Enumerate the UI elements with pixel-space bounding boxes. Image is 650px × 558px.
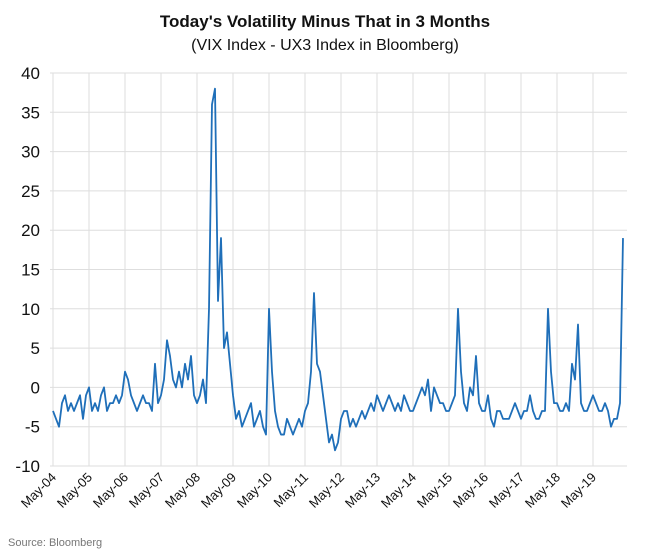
x-tick-label: May-08 (162, 470, 203, 511)
chart-subtitle: (VIX Index - UX3 Index in Bloomberg) (191, 37, 459, 54)
x-tick-label: May-09 (198, 470, 239, 511)
chart-title: Today's Volatility Minus That in 3 Month… (160, 12, 490, 31)
x-tick-label: May-06 (90, 470, 131, 511)
x-tick-label: May-12 (306, 470, 347, 511)
x-tick-label: May-19 (558, 470, 599, 511)
y-tick-label: 30 (21, 143, 40, 162)
x-tick-label: May-17 (486, 470, 527, 511)
x-tick-label: May-14 (378, 470, 419, 511)
y-tick-label: -10 (15, 457, 40, 476)
y-tick-label: 0 (31, 378, 40, 397)
x-tick-label: May-16 (450, 470, 491, 511)
x-tick-label: May-15 (414, 470, 455, 511)
y-tick-label: 5 (31, 339, 40, 358)
x-tick-label: May-13 (342, 470, 383, 511)
x-tick-label: May-07 (126, 470, 167, 511)
y-tick-label: 40 (21, 64, 40, 83)
x-tick-label: May-11 (271, 470, 312, 511)
y-tick-label: -5 (25, 418, 40, 437)
x-tick-label: May-05 (54, 470, 95, 511)
y-tick-label: 10 (21, 300, 40, 319)
x-tick-label: May-18 (522, 470, 563, 511)
x-tick-label: May-10 (234, 470, 275, 511)
source: Source: Bloomberg (8, 537, 102, 549)
y-tick-label: 25 (21, 182, 40, 201)
data-line (52, 87, 624, 452)
y-tick-label: 20 (21, 221, 40, 240)
y-tick-label: 15 (21, 261, 40, 280)
y-tick-label: 35 (21, 103, 40, 122)
